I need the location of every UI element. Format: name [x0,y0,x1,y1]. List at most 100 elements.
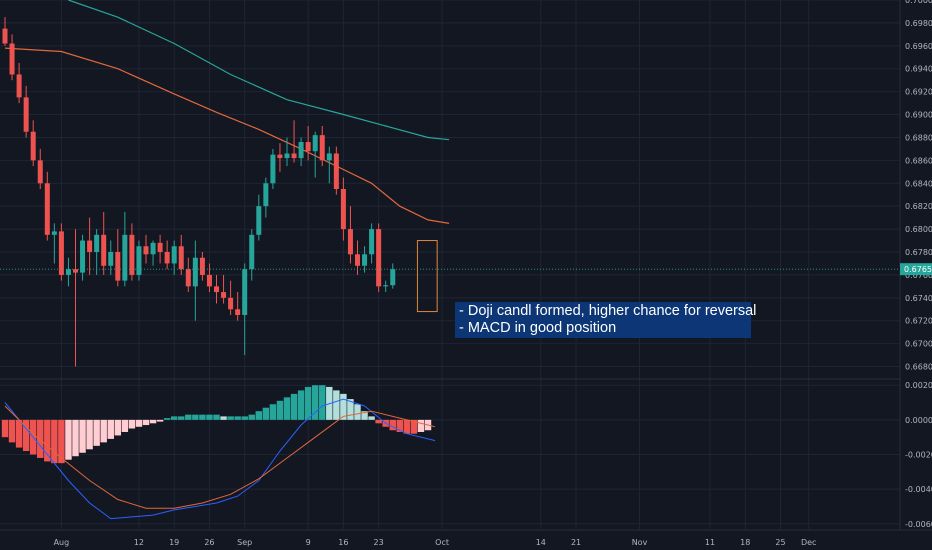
candle [347,206,353,264]
candle [94,229,100,275]
macd-histogram-bar [403,419,411,434]
candle [214,274,219,304]
candle [58,223,64,281]
macd-histogram-bar [375,419,382,424]
candle [178,234,184,275]
macd-histogram-bar [72,419,79,457]
macd-histogram-bar [44,419,51,462]
candle-body [347,229,353,255]
candle [30,120,36,167]
candle-body [65,269,71,275]
macd-histogram-bar [255,411,263,420]
time-tick-label: Sep [237,538,252,547]
fast-moving-average-line [4,47,450,224]
macd-histogram-bar [248,414,255,420]
candle-body [80,240,86,273]
candle-body [37,160,43,184]
candle [326,146,332,184]
candle [383,280,389,293]
candle [242,263,248,356]
candle [249,229,255,281]
time-tick-label: 9 [306,538,311,547]
macd-histogram-bar [93,419,100,446]
candle-body [242,269,248,315]
macd-histogram-bar [297,390,305,420]
candle-body [270,154,276,184]
candle-body [9,43,15,75]
time-tick-label: 25 [775,538,785,547]
candle-body [235,309,241,315]
candle-body [136,246,142,275]
candle-body [94,234,100,252]
current-price-tag [900,263,932,276]
candle [51,223,57,264]
macd-histogram-bar [185,414,192,420]
candle [333,146,339,195]
time-tick-label: Nov [632,538,648,547]
macd-histogram-bar [170,416,178,420]
chart-grid [0,0,900,529]
macd-histogram-bar [269,404,277,420]
macd-histogram-bar [220,416,227,420]
trade-note-line-2: - MACD in good position [459,320,617,336]
macd-histogram-bar [107,419,114,439]
time-tick-label: Dec [801,538,816,547]
macd-histogram-bar [368,416,375,420]
time-axis[interactable]: Aug 12 19 26 Sep 9 16 23 Oct 14 21 Nov 11 18 25 Dec [54,538,817,547]
candle-body [369,229,375,255]
candle-body [73,269,78,273]
candle [23,85,29,138]
candle-body [333,153,339,189]
candle [298,137,304,167]
candle-body [376,229,382,287]
macd-histogram-bar [22,419,30,452]
candle-body [101,234,107,266]
candle-body [171,246,177,264]
time-tick-label: Aug [54,538,70,547]
time-tick-label: Oct [435,538,449,547]
candle-body [355,254,360,266]
candle [65,257,71,287]
time-tick-label: 19 [169,538,179,547]
macd-histogram-bar [262,407,270,420]
candle [256,194,262,241]
macd-histogram-bar [410,419,418,434]
candle-body [23,97,29,132]
candle [305,126,311,161]
candle-body [51,231,57,235]
candle-body [30,131,36,161]
candle [87,217,93,275]
candle-body [263,183,269,207]
candle [235,292,241,321]
moving-averages [4,0,450,224]
macd-histogram-bar [389,419,396,431]
chart-overlays [0,240,900,313]
candle [73,229,78,367]
macd-histogram-bar [1,419,9,438]
candle-body [291,153,297,159]
macd-histogram-bar [51,419,58,464]
macd-histogram-bar [206,414,213,420]
macd-histogram-bar [290,393,298,420]
time-tick-label: 16 [338,538,348,547]
candle [157,234,163,264]
candle-body [199,257,205,275]
macd-histogram-bar [227,416,234,420]
candle-body [2,28,8,44]
macd-histogram-bar [396,419,404,432]
candle [185,257,191,293]
candlesticks [2,17,396,367]
candle [277,143,283,172]
trade-note[interactable]: - Doji candl formed, higher chance for r… [455,302,756,338]
